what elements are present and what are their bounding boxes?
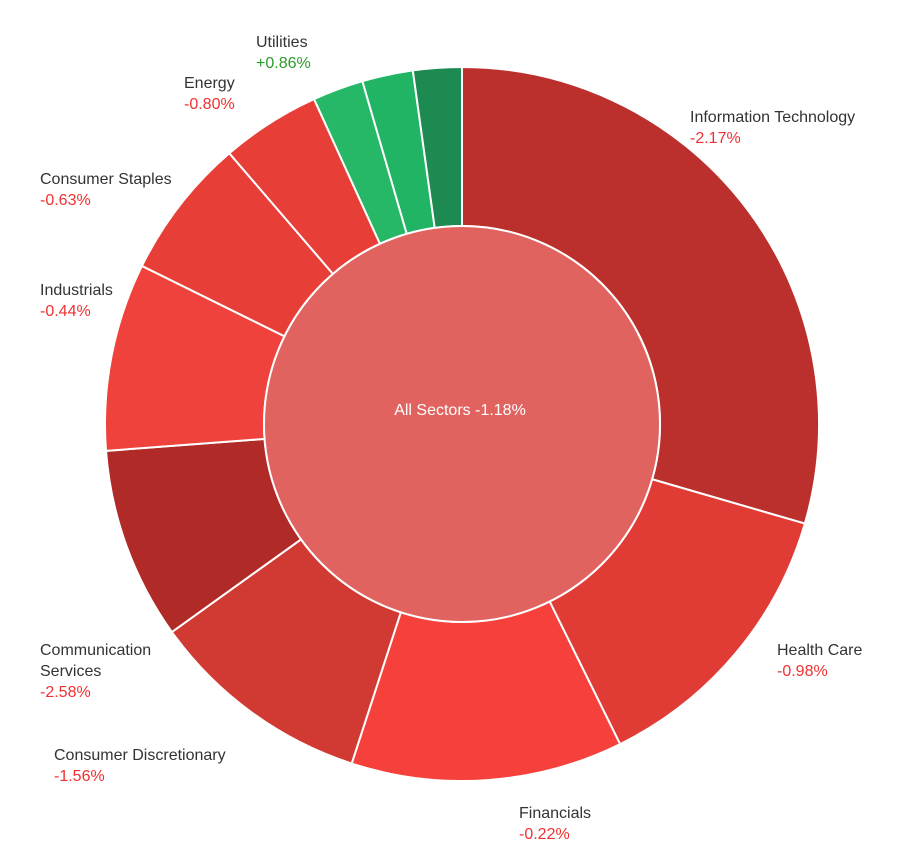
- sector-change: -0.22%: [519, 826, 570, 843]
- sector-name: Industrials: [40, 282, 113, 299]
- sector-name: Health Care: [777, 642, 863, 659]
- label-financials: Financials -0.22%: [519, 803, 591, 845]
- label-communication-services: Communication Services -2.58%: [40, 640, 180, 703]
- sector-name: Financials: [519, 805, 592, 822]
- sector-change: -2.17%: [690, 130, 741, 147]
- sector-change: -0.63%: [40, 192, 91, 209]
- label-energy: Energy -0.80%: [184, 73, 235, 115]
- label-consumer-staples: Consumer Staples -0.63%: [40, 169, 172, 211]
- sector-name: Consumer Staples: [40, 171, 172, 188]
- label-consumer-discretionary: Consumer Discretionary -1.56%: [54, 745, 226, 787]
- label-industrials: Industrials -0.44%: [40, 280, 113, 322]
- sector-name: Consumer Discretionary: [54, 747, 226, 764]
- sector-name: Energy: [184, 75, 235, 92]
- sector-change: -0.98%: [777, 663, 828, 680]
- sector-ring: [104, 65, 820, 782]
- center-label: All Sectors -1.18%: [360, 400, 560, 421]
- sector-change: -0.44%: [40, 303, 91, 320]
- center-name: All Sectors: [394, 402, 471, 419]
- sector-change: -0.80%: [184, 96, 235, 113]
- center-change: -1.18%: [475, 402, 526, 419]
- all-sectors-center-disc[interactable]: [263, 225, 661, 623]
- sector-change: -2.58%: [40, 684, 91, 701]
- sector-name: Communication Services: [40, 642, 152, 680]
- sector-name: Information Technology: [690, 109, 856, 126]
- label-health-care: Health Care -0.98%: [777, 640, 862, 682]
- sector-change: +0.86%: [256, 55, 311, 72]
- label-information-technology: Information Technology -2.17%: [690, 107, 855, 149]
- sector-name: Utilities: [256, 34, 308, 51]
- sector-change: -1.56%: [54, 768, 105, 785]
- label-utilities: Utilities +0.86%: [256, 32, 311, 74]
